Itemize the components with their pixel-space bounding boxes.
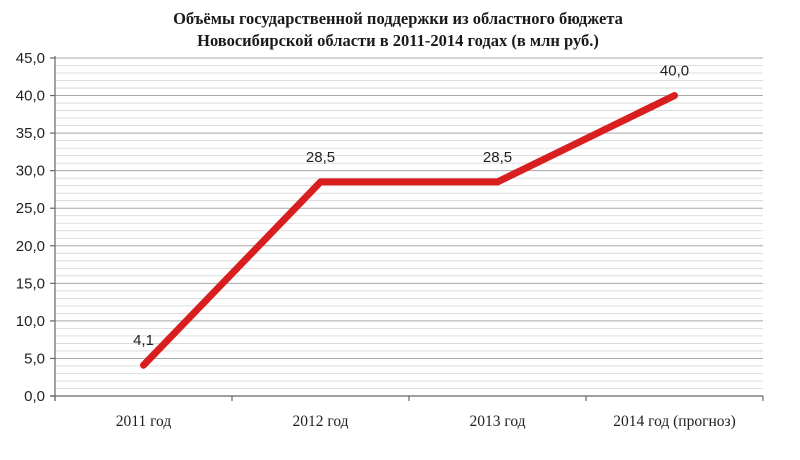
y-tick-label: 5,0 [24,350,45,367]
data-point [674,95,675,97]
data-point [143,364,144,366]
gridlines [55,57,763,389]
x-tick-label: 2013 год [469,413,525,430]
y-tick-label: 35,0 [16,125,45,142]
y-tick-label: 20,0 [16,238,45,255]
y-tick-label: 40,0 [16,88,45,105]
x-tick-label: 2011 год [116,413,172,430]
y-tick-label: 30,0 [16,163,45,180]
x-tick-label: 2012 год [292,413,348,430]
chart-title-line-1: Объёмы государственной поддержки из обла… [173,9,623,28]
series-line [140,92,678,369]
x-tick-label: 2014 год (прогноз) [613,413,736,430]
data-labels: 4,1 28,5 28,5 40,0 [133,63,689,350]
data-label: 40,0 [660,63,689,80]
chart-title-line-2: Новосибирской области в 2011-2014 годах … [197,31,599,50]
y-tick-label: 10,0 [16,313,45,330]
y-tick-label: 15,0 [16,275,45,292]
data-point [497,181,498,183]
data-label: 28,5 [306,149,335,166]
y-tick-label: 45,0 [16,50,45,67]
axes [50,56,764,401]
data-label: 28,5 [483,149,512,166]
data-point [320,181,321,183]
series-lines [140,92,678,369]
y-tick-label: 0,0 [24,388,45,405]
y-tick-label: 25,0 [16,200,45,217]
data-label: 4,1 [133,332,154,349]
x-axis-tick-labels: 2011 год 2012 год 2013 год 2014 год (прогно… [116,413,736,430]
y-axis-tick-labels: 0,0 5,0 10,0 15,0 20,0 25,0 30,0 35,0 40,0 45,0 [16,50,45,405]
